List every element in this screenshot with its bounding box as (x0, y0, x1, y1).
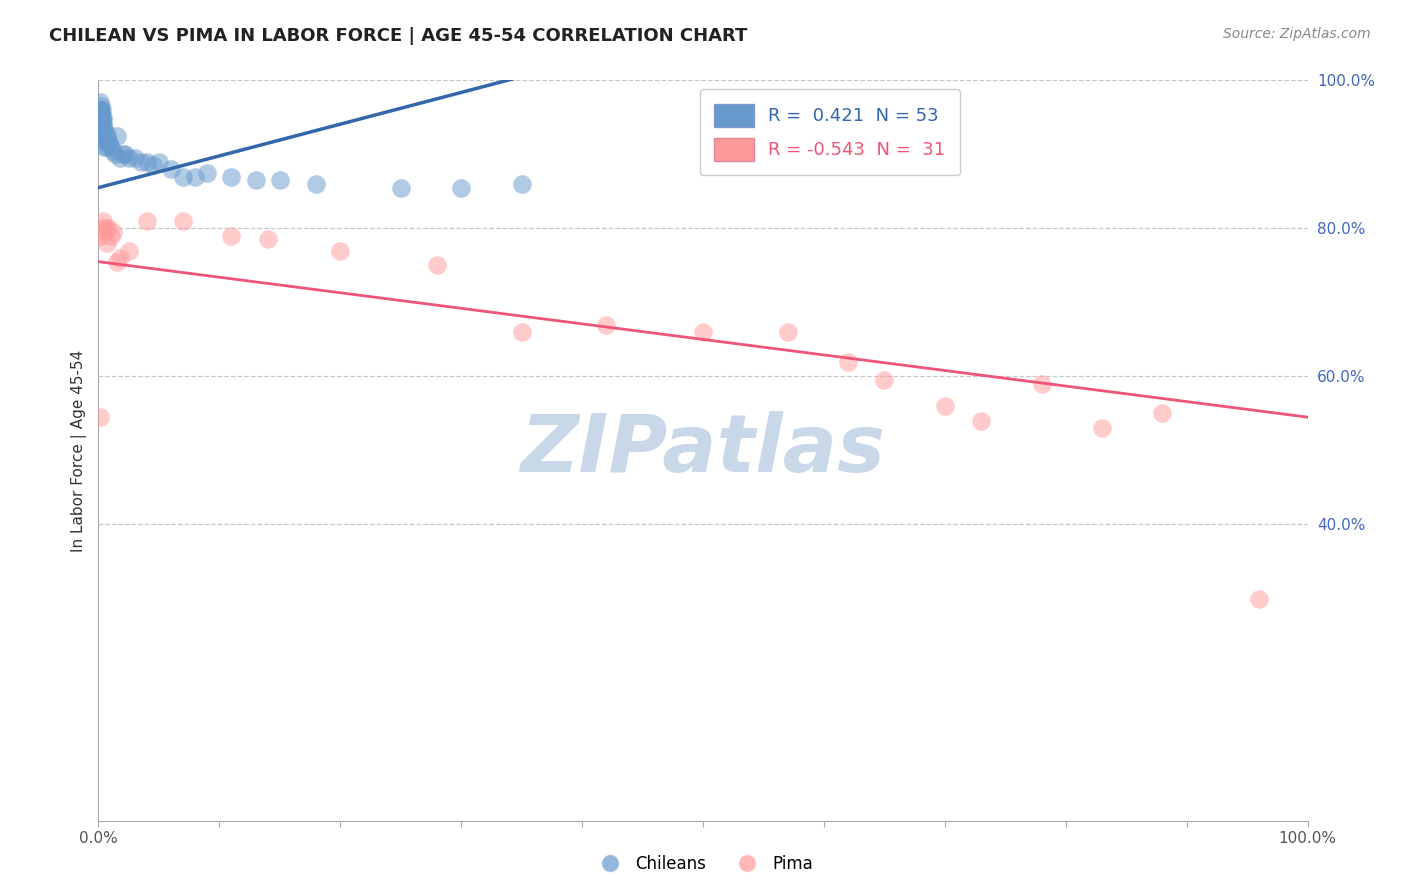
Point (90, 106, 112, 120)
Point (510, 177, 533, 191)
Point (89, 114, 111, 128)
Point (91, 214, 114, 228)
Point (89, 111, 111, 125)
Point (510, 325, 533, 339)
Point (93, 225, 115, 239)
Legend: R =  0.421  N = 53, R = -0.543  N =  31: R = 0.421 N = 53, R = -0.543 N = 31 (700, 89, 960, 176)
Point (93, 125, 115, 139)
Point (426, 259, 449, 273)
Point (98, 136, 121, 151)
Point (93, 132, 115, 146)
Text: ZIPatlas: ZIPatlas (520, 411, 886, 490)
Point (90, 118, 112, 132)
Point (90, 99, 112, 113)
Point (89, 95, 111, 110)
Point (91, 114, 114, 128)
Point (172, 169, 194, 184)
Point (89, 410, 111, 425)
Point (91, 111, 114, 125)
Point (90, 114, 112, 128)
Point (256, 232, 278, 246)
Point (91, 125, 114, 139)
Point (837, 354, 859, 368)
Point (129, 154, 152, 169)
Point (245, 173, 267, 187)
Point (135, 154, 157, 169)
Point (94, 125, 117, 139)
Point (124, 151, 146, 165)
Point (873, 373, 896, 387)
Point (114, 147, 136, 161)
Point (172, 214, 194, 228)
Point (970, 414, 993, 428)
Point (97, 221, 120, 235)
Point (91, 121, 114, 136)
Point (934, 399, 956, 413)
Point (108, 151, 131, 165)
Point (111, 147, 134, 161)
Point (96, 236, 118, 251)
Point (1031, 376, 1053, 391)
Point (94, 221, 117, 235)
Point (105, 128, 128, 143)
Point (221, 169, 243, 184)
Point (90, 103, 112, 117)
Point (91, 103, 114, 117)
Text: CHILEAN VS PIMA IN LABOR FORCE | AGE 45-54 CORRELATION CHART: CHILEAN VS PIMA IN LABOR FORCE | AGE 45-… (49, 27, 748, 45)
Point (100, 140, 122, 154)
Point (269, 173, 291, 187)
Point (195, 166, 218, 180)
Point (93, 140, 115, 154)
Point (1249, 591, 1271, 606)
Point (329, 244, 352, 258)
Point (450, 180, 472, 194)
Point (96, 136, 118, 151)
Point (389, 180, 412, 194)
Point (160, 162, 183, 177)
Point (135, 214, 157, 228)
Y-axis label: In Labor Force | Age 45-54: In Labor Force | Age 45-54 (72, 350, 87, 551)
Point (776, 325, 799, 339)
Text: Source: ZipAtlas.com: Source: ZipAtlas.com (1223, 27, 1371, 41)
Point (108, 251, 131, 265)
Legend: Chileans, Pima: Chileans, Pima (586, 848, 820, 880)
Point (1152, 407, 1174, 421)
Point (118, 244, 141, 258)
Point (90, 111, 112, 125)
Point (142, 158, 165, 172)
Point (221, 228, 243, 243)
Point (595, 318, 617, 332)
Point (305, 177, 328, 191)
Point (97, 132, 120, 146)
Point (89, 106, 111, 120)
Point (91, 111, 114, 125)
Point (101, 144, 124, 158)
Point (101, 225, 124, 239)
Point (94, 140, 117, 154)
Point (148, 154, 170, 169)
Point (91, 221, 114, 235)
Point (105, 254, 128, 268)
Point (104, 147, 127, 161)
Point (184, 169, 207, 184)
Point (89, 103, 111, 117)
Point (1091, 421, 1114, 435)
Point (118, 151, 141, 165)
Point (91, 121, 114, 136)
Point (100, 228, 122, 243)
Point (96, 128, 118, 143)
Point (692, 325, 714, 339)
Point (91, 114, 114, 128)
Point (91, 118, 114, 132)
Point (90, 228, 112, 243)
